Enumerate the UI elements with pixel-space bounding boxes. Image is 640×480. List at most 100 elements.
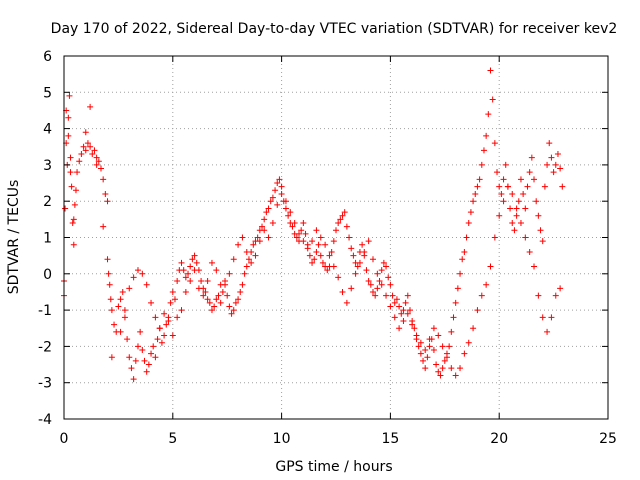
data-point: [193, 259, 200, 266]
data-point: [507, 205, 514, 212]
data-point: [217, 281, 224, 288]
data-point: [378, 267, 385, 274]
data-point: [557, 165, 564, 172]
data-point: [267, 198, 274, 205]
data-point: [330, 238, 337, 245]
data-point: [478, 292, 485, 299]
data-point: [95, 158, 102, 165]
data-point: [489, 96, 496, 103]
data-point: [417, 339, 424, 346]
data-point: [282, 198, 289, 205]
data-point: [121, 307, 128, 314]
data-point: [398, 310, 405, 317]
data-point: [276, 176, 283, 183]
data-point: [450, 314, 457, 321]
data-point: [339, 212, 346, 219]
data-point: [100, 223, 107, 230]
data-point: [457, 270, 464, 277]
data-point: [126, 354, 133, 361]
data-point: [404, 292, 411, 299]
data-point: [304, 245, 311, 252]
data-point: [463, 234, 470, 241]
data-point: [208, 307, 215, 314]
data-point: [483, 281, 490, 288]
data-point: [300, 219, 307, 226]
data-point: [71, 201, 78, 208]
data-point: [478, 161, 485, 168]
data-point: [365, 238, 372, 245]
data-point: [200, 292, 207, 299]
data-point: [550, 169, 557, 176]
data-point: [474, 183, 481, 190]
data-point: [535, 292, 542, 299]
data-point: [67, 154, 74, 161]
data-point: [237, 288, 244, 295]
data-point: [171, 296, 178, 303]
data-point: [311, 256, 318, 263]
data-point: [546, 140, 553, 147]
data-point: [191, 252, 198, 259]
data-point: [356, 259, 363, 266]
data-point: [250, 241, 257, 248]
data-point: [557, 285, 564, 292]
data-point: [239, 234, 246, 241]
data-point: [174, 314, 181, 321]
data-point: [383, 292, 390, 299]
data-point: [72, 187, 79, 194]
data-point: [87, 103, 94, 110]
y-tick-label: 6: [43, 49, 52, 65]
data-point: [487, 67, 494, 74]
data-point: [439, 343, 446, 350]
data-point: [206, 299, 213, 306]
data-point: [117, 328, 124, 335]
data-point: [341, 209, 348, 216]
data-point: [467, 209, 474, 216]
data-point: [339, 288, 346, 295]
data-point: [531, 176, 538, 183]
data-point: [293, 234, 300, 241]
data-point: [317, 252, 324, 259]
data-point: [426, 336, 433, 343]
data-point: [485, 111, 492, 118]
data-point: [195, 285, 202, 292]
x-tick-label: 15: [381, 431, 399, 447]
data-point: [158, 339, 165, 346]
data-point: [174, 278, 181, 285]
data-point: [152, 354, 159, 361]
axis-ticks: [63, 55, 609, 420]
data-point: [509, 190, 516, 197]
x-tick-label: 0: [60, 431, 69, 447]
data-point: [313, 227, 320, 234]
data-point: [230, 307, 237, 314]
data-point: [498, 190, 505, 197]
data-point: [387, 303, 394, 310]
data-point: [241, 270, 248, 277]
data-point: [69, 219, 76, 226]
data-point: [204, 278, 211, 285]
data-point: [232, 299, 239, 306]
data-point: [369, 256, 376, 263]
data-point: [537, 227, 544, 234]
y-tick-label: -1: [38, 303, 52, 319]
data-point: [526, 169, 533, 176]
data-point: [465, 339, 472, 346]
data-point: [130, 376, 137, 383]
data-point: [62, 205, 69, 212]
data-point: [391, 314, 398, 321]
data-point: [93, 161, 100, 168]
y-tick-label: 0: [43, 267, 52, 283]
data-point: [400, 307, 407, 314]
data-point: [365, 278, 372, 285]
data-point: [185, 270, 192, 277]
x-tick-label: 10: [273, 431, 291, 447]
data-point: [208, 259, 215, 266]
data-point: [406, 307, 413, 314]
data-point: [213, 296, 220, 303]
data-point: [139, 270, 146, 277]
data-point: [154, 336, 161, 343]
x-tick-label: 20: [490, 431, 508, 447]
data-point: [513, 205, 520, 212]
data-point: [378, 281, 385, 288]
data-point: [68, 183, 75, 190]
data-point: [66, 92, 73, 99]
